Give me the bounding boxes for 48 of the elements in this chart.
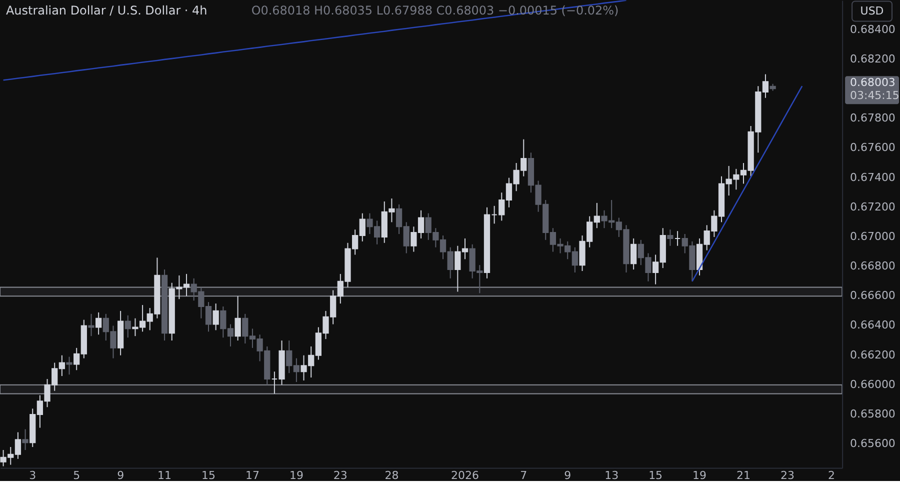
- x-tick-label: 19: [289, 469, 304, 482]
- x-tick-label: 3: [29, 469, 36, 482]
- text: 0.68003: [850, 76, 896, 90]
- x-tick-label: 15: [648, 469, 663, 482]
- x-tick-label: 15: [202, 469, 216, 482]
- x-tick-label: 5: [73, 469, 80, 482]
- y-tick-label: 0.68400: [850, 22, 896, 36]
- y-tick-label: 0.68200: [850, 52, 896, 66]
- x-tick-label: 2026: [451, 469, 479, 482]
- x-tick-label: 11: [158, 469, 172, 482]
- x-tick-label: 9: [564, 469, 572, 482]
- candlestick: [22, 428, 28, 450]
- x-tick-label: 7: [520, 469, 528, 482]
- x-tick-label: 13: [604, 469, 619, 482]
- candlestick: [234, 296, 241, 342]
- line-series: [2, 0, 627, 81]
- y-axis-title: USD: [860, 4, 884, 18]
- candlestick: [630, 238, 637, 270]
- y-tick-label: 0.66800: [850, 260, 896, 273]
- candlestick: [124, 314, 131, 338]
- y-tick-label: 0.66600: [850, 289, 896, 302]
- y-tick-label: 0.65600: [850, 437, 896, 450]
- x-tick-label: 19: [692, 469, 707, 482]
- x-tick-label: 21: [736, 469, 750, 482]
- candlestick: [674, 230, 681, 246]
- y-tick-label: 0.67000: [850, 230, 896, 243]
- candlestick: [96, 312, 102, 336]
- x-tick-label: 28: [384, 469, 399, 482]
- candlestick: [66, 356, 72, 376]
- y-tick-label: 0.67400: [850, 170, 896, 184]
- y-tick-label: 0.66400: [850, 318, 896, 332]
- y-tick-label: 0.67800: [850, 112, 896, 125]
- y-tick-label: 0.67200: [850, 200, 896, 214]
- x-tick-label: 2: [828, 469, 835, 482]
- chart-title: Australian Dollar / U.S. Dollar · 4h: [6, 3, 208, 18]
- x-tick-label: 9: [117, 469, 124, 482]
- y-tick-label: 0.66200: [850, 348, 896, 362]
- y-tick-label: 0.66000: [850, 378, 896, 391]
- candlestick: [88, 313, 94, 337]
- candlestick: [212, 303, 219, 331]
- text: 03:45:15: [850, 89, 900, 102]
- x-tick-label: 23: [333, 469, 348, 482]
- candlestick: [667, 229, 674, 246]
- x-tick-label: 17: [245, 469, 260, 482]
- x-tick-label: 23: [780, 469, 794, 482]
- y-tick-label: 0.65800: [850, 407, 896, 420]
- line-series: [692, 85, 803, 282]
- y-tick-label: 0.67600: [850, 141, 896, 154]
